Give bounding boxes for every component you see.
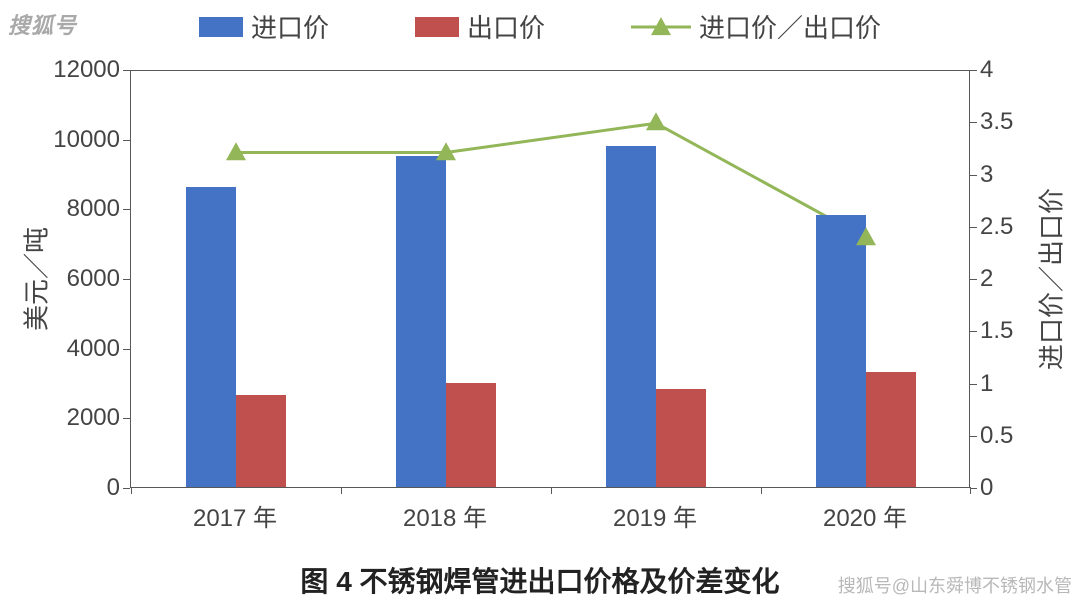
y2-tick-label: 2 [980, 265, 993, 293]
bar-export [236, 395, 286, 487]
legend-item-export: 出口价 [415, 8, 545, 45]
bar-import [606, 146, 656, 487]
watermark-right: 搜狐号@山东舜博不锈钢水管 [838, 572, 1072, 598]
ratio-marker-icon [646, 112, 666, 130]
y2-tick-label: 3.5 [980, 108, 1013, 136]
y2-tick-label: 1 [980, 370, 993, 398]
y-tick-label: 8000 [67, 195, 120, 223]
ratio-marker-icon [226, 142, 246, 160]
y-tick-label: 12000 [53, 56, 120, 84]
y-tick-label: 6000 [67, 265, 120, 293]
legend: 进口价 出口价 进口价／出口价 [0, 8, 1080, 45]
y2-tick-label: 4 [980, 56, 993, 84]
legend-swatch-import [199, 17, 243, 37]
bar-import [396, 156, 446, 487]
legend-swatch-ratio [631, 15, 691, 39]
legend-item-import: 进口价 [199, 8, 329, 45]
y-axis-label: 美元／吨 [17, 227, 54, 331]
y2-axis-label: 进口价／出口价 [1032, 188, 1069, 370]
bar-export [656, 389, 706, 487]
bar-export [866, 372, 916, 487]
legend-label-export: 出口价 [467, 8, 545, 45]
y2-tick-label: 3 [980, 161, 993, 189]
y2-tick-label: 0 [980, 474, 993, 502]
plot-area [130, 70, 970, 488]
legend-label-ratio: 进口价／出口价 [699, 8, 881, 45]
y-tick-label: 4000 [67, 335, 120, 363]
ratio-marker-icon [856, 227, 876, 245]
chart-container: 搜狐号 进口价 出口价 进口价／出口价 美元／吨 进口价／出口价 图 4 不锈钢… [0, 0, 1080, 612]
x-tick-label: 2017 年 [193, 498, 277, 533]
x-tick-label: 2020 年 [823, 498, 907, 533]
legend-swatch-export [415, 17, 459, 37]
bar-export [446, 383, 496, 487]
bar-import [186, 187, 236, 487]
y-tick-label: 10000 [53, 126, 120, 154]
legend-item-ratio: 进口价／出口价 [631, 8, 881, 45]
legend-label-import: 进口价 [251, 8, 329, 45]
y-tick-label: 2000 [67, 404, 120, 432]
y2-tick-label: 1.5 [980, 317, 1013, 345]
x-tick-label: 2018 年 [403, 498, 487, 533]
y2-tick-label: 2.5 [980, 213, 1013, 241]
bar-import [816, 215, 866, 487]
y2-tick-label: 0.5 [980, 422, 1013, 450]
ratio-marker-icon [436, 142, 456, 160]
y-tick-label: 0 [107, 474, 120, 502]
x-tick-label: 2019 年 [613, 498, 697, 533]
